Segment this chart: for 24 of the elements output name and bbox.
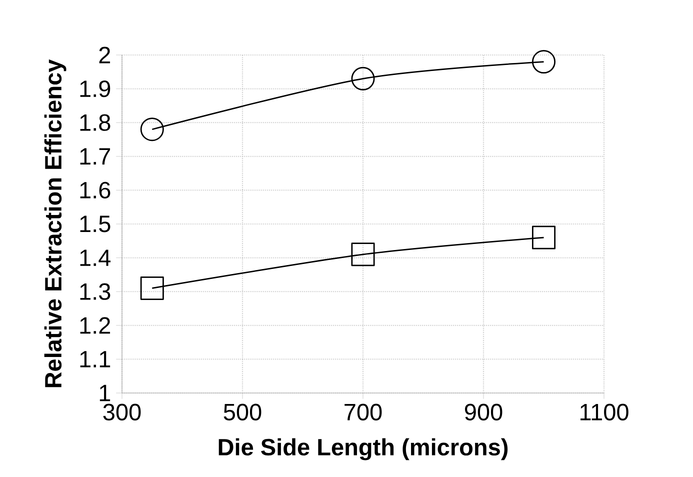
y-tick-label: 1.8: [80, 114, 110, 131]
x-axis-title: Die Side Length (microns): [218, 438, 508, 460]
y-tick-label: 1.7: [80, 148, 110, 164]
y-tick-label: 1.2: [80, 317, 110, 334]
x-tick-label: 700: [344, 404, 382, 420]
point: [351, 242, 375, 266]
y-tick-label: 1: [100, 384, 110, 402]
x-tick-label: 500: [224, 404, 262, 420]
y-tick-label: 1.4: [80, 250, 111, 266]
x-tick-label: 300: [103, 404, 141, 420]
y-tick-label: 1.9: [80, 80, 110, 98]
y-tick-label: 1.5: [80, 216, 110, 232]
point: [140, 118, 164, 142]
y-tick-label: 1.1: [80, 351, 110, 368]
y-tick-label: 2: [99, 46, 110, 64]
y-tick-label: 1.6: [80, 182, 110, 199]
point: [140, 276, 164, 300]
y-axis-title: Relative Extraction Efficiency: [44, 59, 66, 388]
point: [532, 50, 556, 74]
point: [532, 226, 556, 250]
x-tick-label: 1100: [580, 404, 628, 420]
point: [351, 66, 375, 90]
y-tick-label: 1.3: [80, 283, 110, 300]
x-tick-label: 900: [464, 404, 502, 420]
